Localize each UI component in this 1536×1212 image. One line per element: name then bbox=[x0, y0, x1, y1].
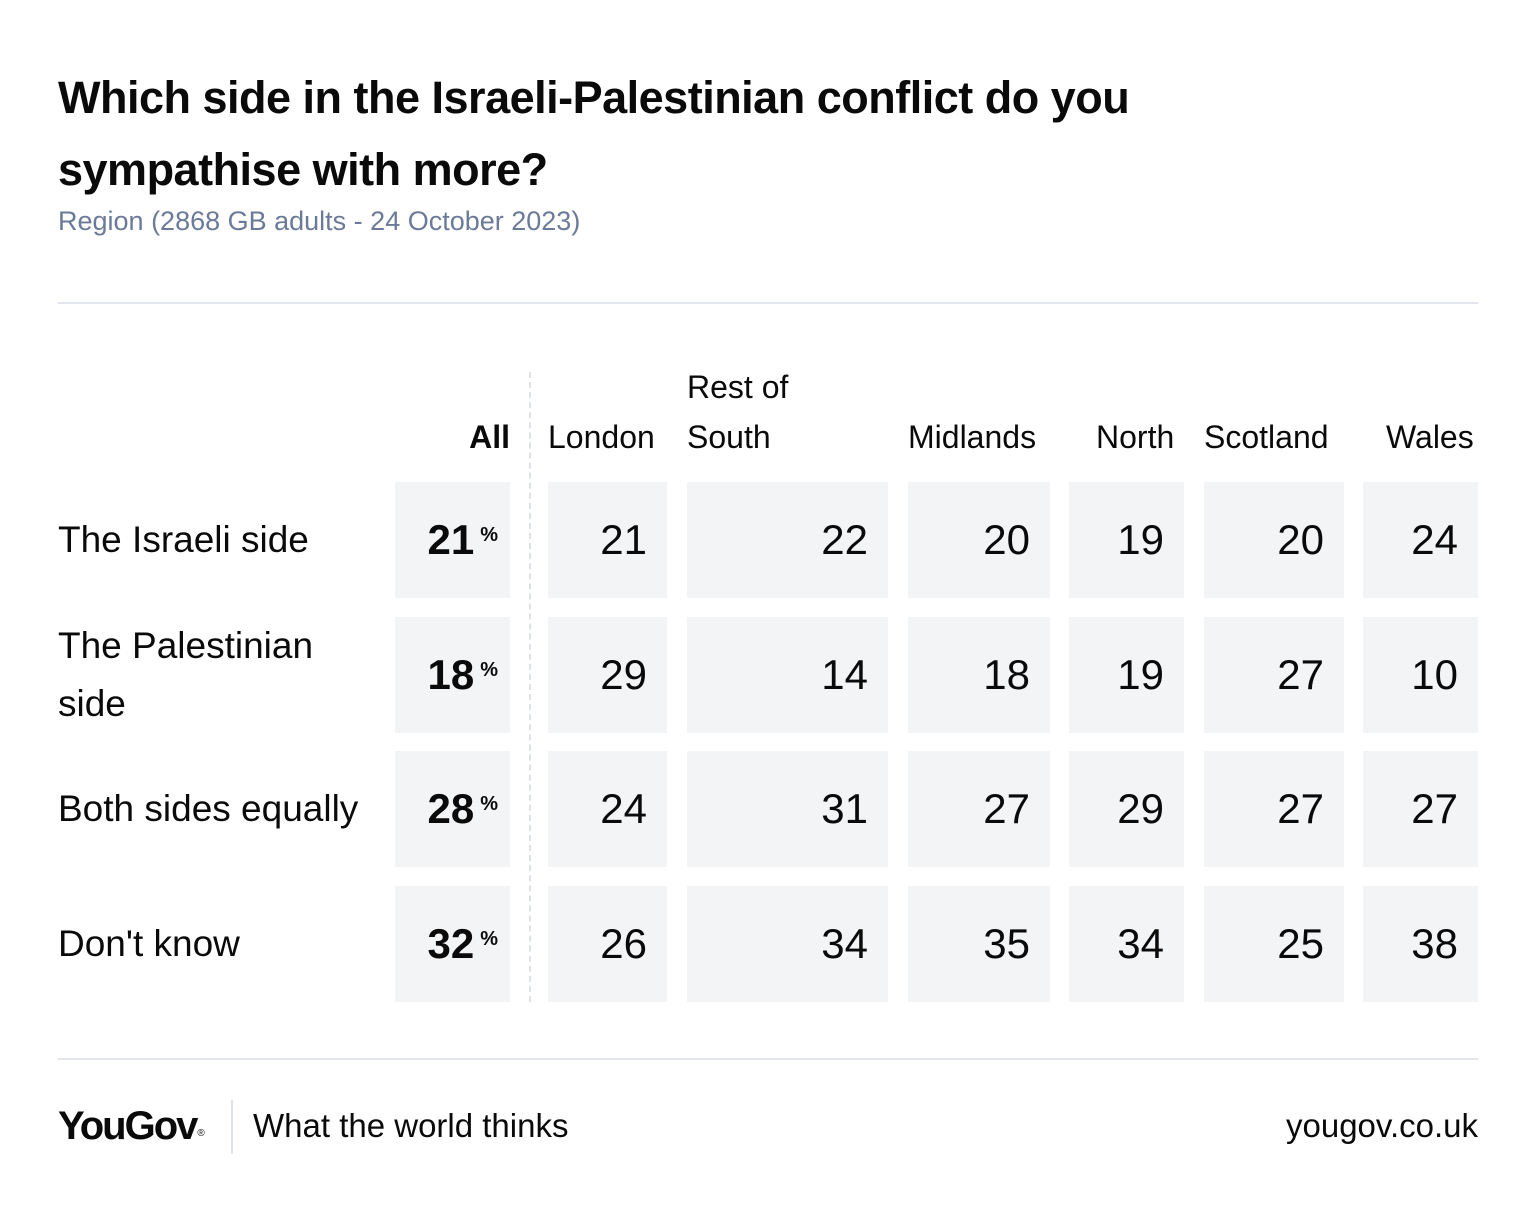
column-header-line: London bbox=[548, 419, 655, 455]
percent-sign: % bbox=[480, 793, 498, 815]
percent-sign: % bbox=[480, 524, 498, 546]
row-label: Don't know bbox=[58, 923, 240, 964]
column-header-line bbox=[548, 362, 687, 412]
footer-url: yougov.co.uk bbox=[1285, 1107, 1478, 1144]
value-cell-midlands: 20 bbox=[908, 482, 1050, 598]
value-cell-rest-of-south: 14 bbox=[687, 617, 888, 733]
value-label: 28 bbox=[427, 785, 475, 832]
value-label: 27 bbox=[1277, 785, 1324, 832]
value-cell-rest-of-south: 34 bbox=[687, 886, 888, 1002]
value-cell-all: 32% bbox=[395, 886, 510, 1002]
row-label: The Palestinian side bbox=[58, 625, 314, 724]
row-label: The Israeli side bbox=[58, 519, 309, 560]
value-label: 32 bbox=[427, 920, 475, 967]
value-label: 21 bbox=[427, 516, 475, 563]
value-label: 19 bbox=[1117, 516, 1164, 563]
value-cell-all: 28% bbox=[395, 751, 510, 867]
value-label: 20 bbox=[1277, 516, 1324, 563]
value-label: 10 bbox=[1411, 651, 1458, 698]
column-header-wales: Wales bbox=[1386, 362, 1521, 462]
value-cell-london: 26 bbox=[548, 886, 667, 1002]
registered-mark: ® bbox=[197, 1128, 205, 1139]
value-label: 20 bbox=[983, 516, 1030, 563]
chart-title: Which side in the Israeli-Palestinian co… bbox=[58, 72, 1130, 195]
value-label: 29 bbox=[600, 651, 647, 698]
column-header-label: All bbox=[469, 419, 510, 455]
value-label: 21 bbox=[600, 516, 647, 563]
column-header-north: North bbox=[1096, 362, 1231, 462]
value-cell-scotland: 20 bbox=[1204, 482, 1344, 598]
row-label: Both sides equally bbox=[58, 788, 359, 829]
value-label: 34 bbox=[821, 920, 868, 967]
column-header-line: South bbox=[687, 419, 771, 455]
column-header-line: North bbox=[1096, 419, 1175, 455]
chart-subtitle: Region (2868 GB adults - 24 October 2023… bbox=[58, 206, 581, 236]
column-header-line: Midlands bbox=[908, 419, 1037, 455]
footer-separator bbox=[231, 1100, 233, 1154]
bottom-divider bbox=[58, 1058, 1478, 1060]
value-cell-london: 21 bbox=[548, 482, 667, 598]
value-cell-north: 34 bbox=[1069, 886, 1184, 1002]
column-header-line: Rest of bbox=[687, 369, 789, 405]
value-label: 27 bbox=[1411, 785, 1458, 832]
footer-tagline: What the world thinks bbox=[253, 1107, 569, 1144]
value-label: 22 bbox=[821, 516, 868, 563]
value-label: 29 bbox=[1117, 785, 1164, 832]
value-label: 14 bbox=[821, 651, 868, 698]
column-header-line: Wales bbox=[1386, 419, 1474, 455]
value-label: 27 bbox=[1277, 651, 1324, 698]
value-cell-rest-of-south: 31 bbox=[687, 751, 888, 867]
value-cell-midlands: 35 bbox=[908, 886, 1050, 1002]
value-label: 38 bbox=[1411, 920, 1458, 967]
column-header-line bbox=[908, 362, 1070, 412]
value-cell-wales: 10 bbox=[1363, 617, 1478, 733]
logo-text: YouGov bbox=[58, 1104, 198, 1148]
percent-sign: % bbox=[480, 928, 498, 950]
value-cell-wales: 38 bbox=[1363, 886, 1478, 1002]
value-label: 24 bbox=[1411, 516, 1458, 563]
value-cell-scotland: 25 bbox=[1204, 886, 1344, 1002]
value-label: 18 bbox=[983, 651, 1030, 698]
value-cell-rest-of-south: 22 bbox=[687, 482, 888, 598]
value-cell-north: 29 bbox=[1069, 751, 1184, 867]
value-label: 35 bbox=[983, 920, 1030, 967]
value-cell-north: 19 bbox=[1069, 482, 1184, 598]
value-cell-midlands: 27 bbox=[908, 751, 1050, 867]
value-cell-london: 29 bbox=[548, 617, 667, 733]
all-column-divider bbox=[529, 372, 531, 1002]
column-header-all: All bbox=[395, 362, 510, 462]
value-cell-scotland: 27 bbox=[1204, 751, 1344, 867]
value-label: 25 bbox=[1277, 920, 1324, 967]
value-cell-all: 21% bbox=[395, 482, 510, 598]
column-header-london: London bbox=[548, 362, 687, 462]
column-header-line: Scotland bbox=[1204, 419, 1329, 455]
column-header-line bbox=[1386, 362, 1521, 412]
value-cell-wales: 24 bbox=[1363, 482, 1478, 598]
value-label: 19 bbox=[1117, 651, 1164, 698]
value-label: 26 bbox=[600, 920, 647, 967]
column-header-midlands: Midlands bbox=[908, 362, 1070, 462]
value-cell-north: 19 bbox=[1069, 617, 1184, 733]
value-label: 24 bbox=[600, 785, 647, 832]
value-cell-wales: 27 bbox=[1363, 751, 1478, 867]
value-label: 27 bbox=[983, 785, 1030, 832]
value-label: 18 bbox=[427, 651, 475, 698]
column-header-scotland: Scotland bbox=[1204, 362, 1364, 462]
value-label: 31 bbox=[821, 785, 868, 832]
value-cell-london: 24 bbox=[548, 751, 667, 867]
value-cell-midlands: 18 bbox=[908, 617, 1050, 733]
column-header-rest-of-south: Rest of South bbox=[687, 362, 908, 462]
value-label: 34 bbox=[1117, 920, 1164, 967]
value-cell-all: 18% bbox=[395, 617, 510, 733]
yougov-logo: YouGov® bbox=[58, 1100, 205, 1152]
column-header-line bbox=[1204, 362, 1364, 412]
value-cell-scotland: 27 bbox=[1204, 617, 1344, 733]
percent-sign: % bbox=[480, 659, 498, 681]
top-divider bbox=[58, 302, 1478, 304]
